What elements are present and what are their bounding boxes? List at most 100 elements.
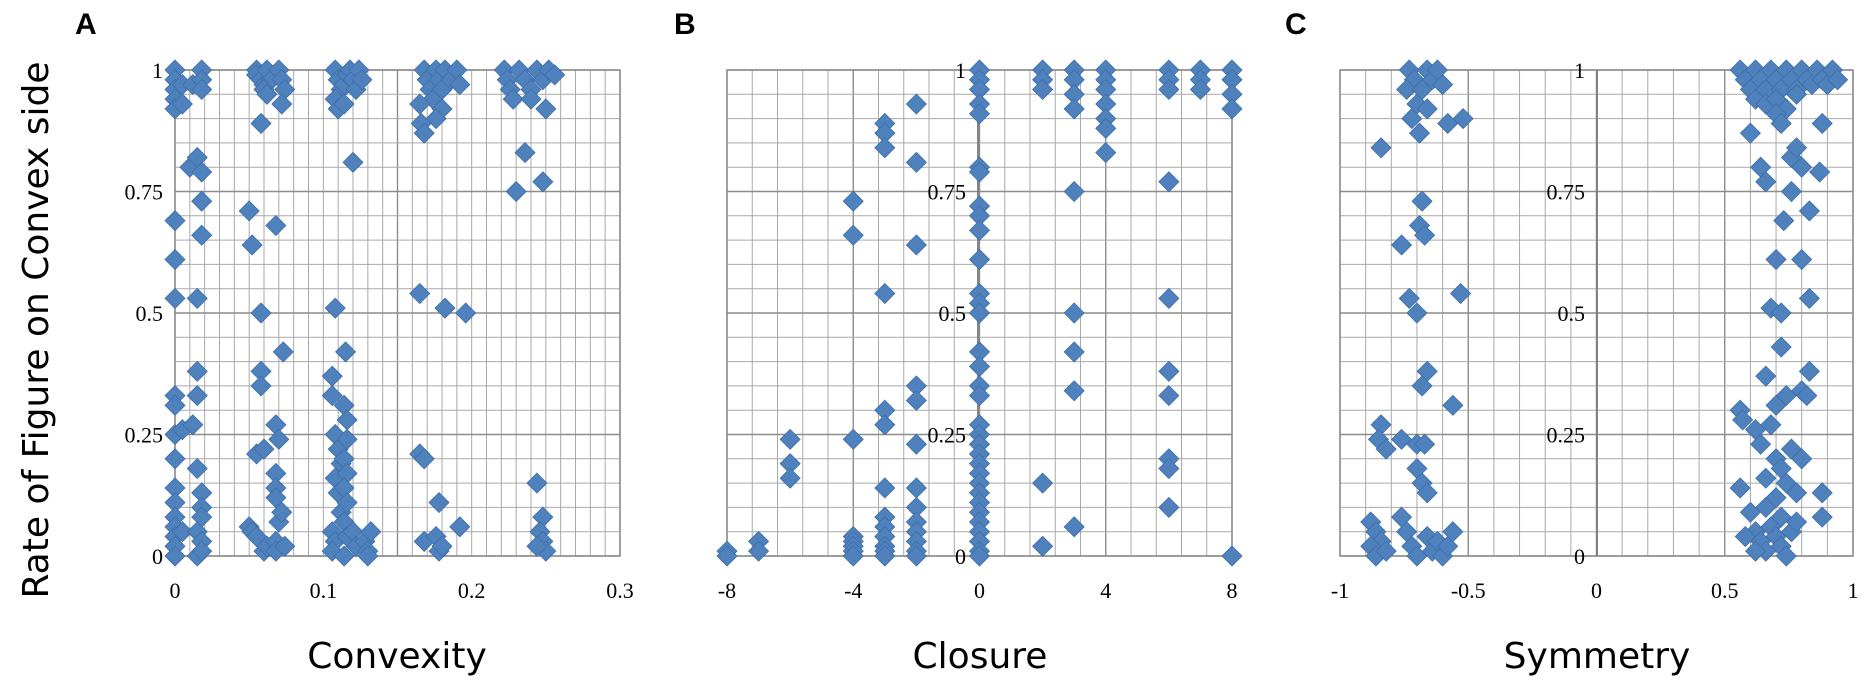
data-point (191, 506, 213, 528)
panel-b: B Closure -8 -4 0 4 8 0 0.25 0.5 0.75 1 (674, 8, 1243, 677)
data-point (241, 234, 263, 256)
data-point (1063, 341, 1085, 363)
data-point (1411, 78, 1433, 101)
data-point (1770, 336, 1792, 358)
data-point (520, 88, 542, 110)
y-tick-label: 0.25 (928, 423, 967, 448)
data-point (1416, 482, 1438, 504)
data-point (186, 457, 208, 480)
data-point (1791, 248, 1813, 271)
y-tick-label: 1 (152, 58, 163, 83)
data-point (1414, 224, 1436, 246)
panel-a-x-title: Convexity (307, 636, 487, 677)
data-point (1408, 122, 1431, 144)
data-point (1786, 83, 1808, 105)
data-point (905, 389, 927, 412)
data-point (1063, 180, 1085, 203)
data-point (191, 540, 213, 562)
x-tick-label: 4 (1100, 578, 1111, 603)
data-point (874, 477, 896, 499)
data-point (351, 69, 373, 91)
data-point (1158, 287, 1180, 309)
y-tick-label: 0.75 (928, 180, 967, 205)
data-point (1416, 98, 1438, 120)
x-tick-label: 8 (1227, 578, 1238, 603)
data-point (1786, 482, 1808, 504)
data-point (747, 540, 770, 562)
data-point (842, 545, 864, 567)
x-tick-label: -1 (1331, 578, 1349, 603)
x-tick-label: 0.2 (458, 578, 486, 603)
y-tick-label: 0.75 (1547, 180, 1586, 205)
data-point (413, 122, 435, 144)
x-tick-label: -0.5 (1451, 578, 1486, 603)
y-tick-label: 0.25 (1547, 423, 1586, 448)
data-point (1744, 540, 1767, 562)
data-point (968, 161, 991, 183)
data-point (1063, 516, 1085, 538)
data-point (336, 409, 358, 431)
data-point (1729, 477, 1751, 499)
data-point (1827, 69, 1849, 91)
data-point (1811, 482, 1833, 504)
data-point (171, 93, 193, 115)
data-point (544, 64, 566, 86)
data-point (502, 88, 524, 110)
data-point (265, 214, 287, 237)
data-point (1770, 302, 1792, 324)
data-point (1401, 108, 1423, 130)
data-point (1780, 180, 1803, 203)
data-point (968, 355, 991, 378)
data-point (360, 521, 382, 543)
data-point (182, 414, 204, 436)
data-point (272, 341, 294, 363)
data-point (164, 448, 186, 470)
y-tick-label: 0.5 (136, 301, 164, 326)
data-point (842, 428, 864, 450)
data-point (449, 516, 471, 538)
data-point (1775, 545, 1797, 567)
data-point (526, 472, 548, 494)
data-point (1739, 122, 1761, 144)
data-point (505, 180, 527, 203)
panel-a-letter: A (75, 8, 97, 41)
data-point (449, 74, 471, 96)
data-point (409, 282, 431, 305)
data-point (324, 297, 346, 319)
data-point (336, 491, 358, 514)
data-point (779, 428, 801, 450)
data-point (1755, 171, 1777, 193)
data-point (905, 151, 927, 173)
y-tick-label: 0.75 (125, 180, 164, 205)
data-point (1765, 248, 1787, 271)
x-tick-label: 0 (974, 578, 985, 603)
data-point (186, 360, 208, 382)
data-point (455, 302, 477, 324)
y-tick-label: 1 (1574, 58, 1585, 83)
data-point (1452, 108, 1474, 130)
panel-c-letter: C (1285, 8, 1307, 41)
data-point (186, 385, 208, 407)
data-point (842, 224, 864, 246)
data-point (968, 545, 991, 567)
data-point (905, 477, 927, 499)
data-point (1095, 142, 1117, 164)
data-point (526, 535, 548, 557)
data-point (271, 93, 293, 115)
data-point (1063, 302, 1085, 324)
data-points (164, 59, 566, 567)
data-point (1189, 78, 1212, 101)
data-point (321, 365, 343, 387)
data-point (250, 375, 272, 397)
data-point (1798, 200, 1820, 222)
data-point (191, 161, 213, 183)
y-tick-label: 0 (152, 544, 163, 569)
x-tick-label: 0.5 (1711, 578, 1739, 603)
data-point (1158, 385, 1180, 407)
data-point (716, 545, 738, 567)
data-point (1791, 156, 1813, 178)
data-point (905, 433, 927, 455)
data-point (1375, 540, 1397, 562)
data-point (968, 219, 991, 241)
